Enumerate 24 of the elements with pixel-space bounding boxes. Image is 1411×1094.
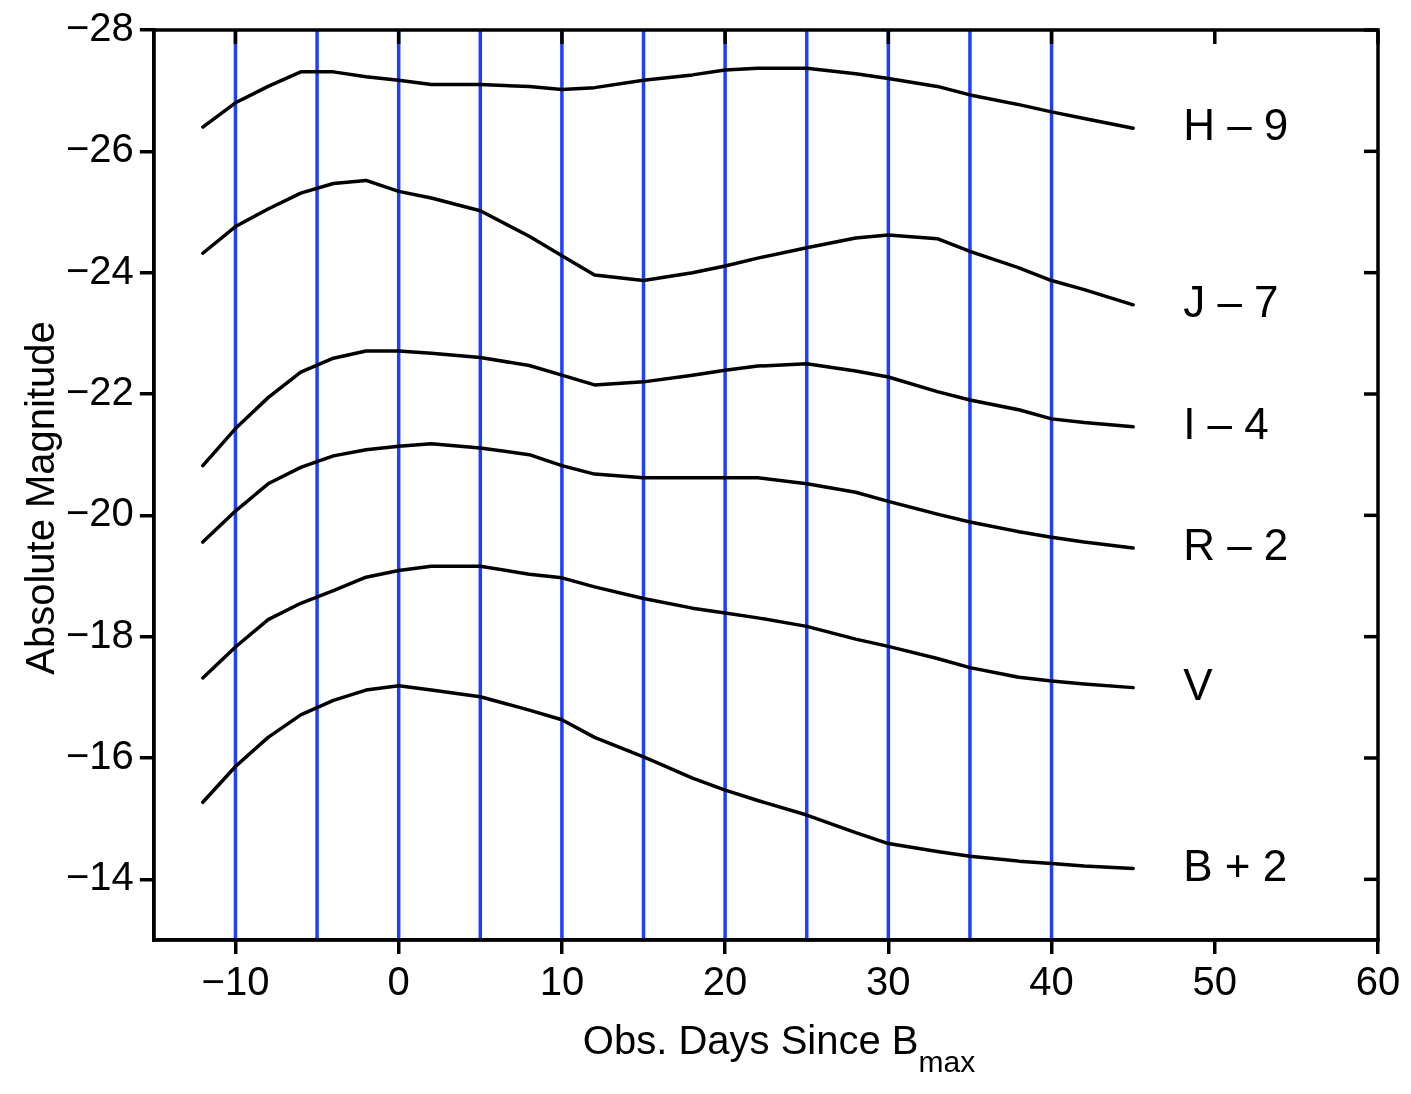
x-tick-label: 0 — [387, 959, 410, 1004]
legend-label: I – 4 — [1183, 398, 1269, 448]
y-tick-label: −28 — [65, 5, 134, 50]
legend-label: H – 9 — [1183, 100, 1289, 150]
y-tick-label: −22 — [65, 369, 134, 414]
x-tick-label: 30 — [866, 959, 911, 1004]
y-tick-label: −16 — [65, 733, 134, 778]
x-tick-label: −10 — [201, 959, 270, 1004]
x-axis-title: Obs. Days Since B$_{max}$ — [581, 1018, 977, 1079]
legend-label: R – 2 — [1183, 520, 1289, 570]
x-tick-label: 40 — [1029, 959, 1074, 1004]
series-label: V — [1183, 659, 1214, 709]
x-tick-label: 60 — [1355, 959, 1401, 1004]
legend-label: J – 7 — [1183, 276, 1279, 326]
y-tick-label: −14 — [65, 854, 134, 899]
x-tick-label: 10 — [539, 959, 585, 1004]
x-tick-label: 20 — [702, 959, 748, 1004]
y-axis-title: Absolute Magnitude — [17, 321, 63, 675]
x-tick-label: 50 — [1192, 959, 1238, 1004]
y-tick-label: −24 — [65, 247, 134, 292]
y-tick-label: −18 — [65, 611, 134, 656]
legend-label: B + 2 — [1183, 840, 1288, 890]
y-tick-label: −26 — [65, 126, 134, 171]
y-tick-label: −20 — [65, 490, 134, 535]
